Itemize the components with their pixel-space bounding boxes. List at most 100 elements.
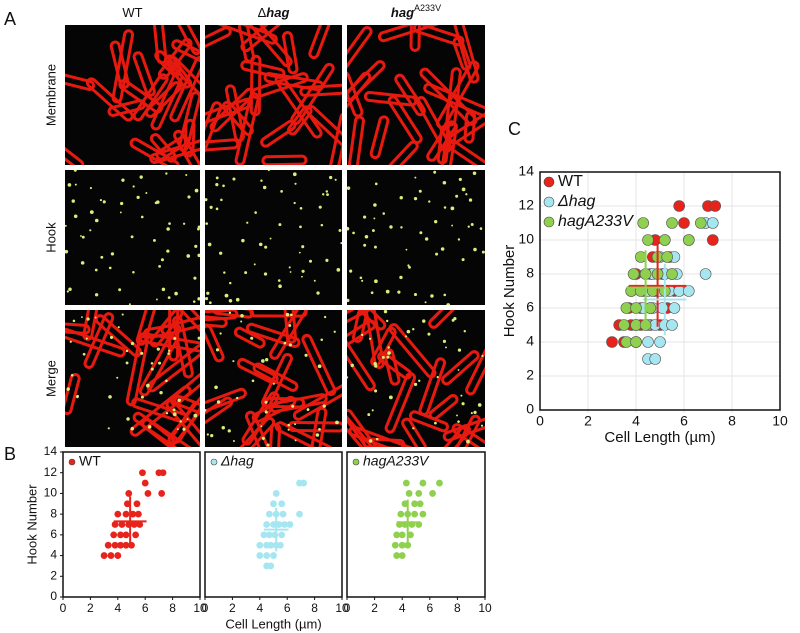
hook-dot	[154, 201, 158, 205]
hook-dot	[435, 252, 439, 256]
hook-dot	[210, 434, 214, 438]
hook-dot	[288, 343, 292, 347]
y-tick-label: 8	[50, 506, 57, 520]
hook-dot	[262, 185, 267, 190]
hook-dot	[102, 200, 106, 204]
hook-dot	[289, 271, 292, 273]
hook-dot	[320, 223, 324, 227]
hook-dot	[121, 178, 125, 182]
hook-dot	[298, 251, 301, 254]
hook-dot	[381, 355, 385, 359]
hook-dot	[125, 361, 129, 365]
column-label-part: A233V	[414, 3, 441, 13]
hook-dot	[65, 224, 67, 227]
point	[122, 510, 130, 518]
hook-dot	[318, 427, 321, 431]
hook-dot	[73, 214, 78, 219]
plot-frame	[539, 171, 781, 411]
hook-dot	[240, 320, 243, 323]
cell	[301, 333, 337, 397]
hook-dot	[453, 316, 457, 321]
hook-dot	[424, 301, 427, 304]
hook-dot	[477, 403, 482, 407]
hook-dot	[433, 170, 437, 174]
point	[111, 521, 119, 528]
hook-dot	[205, 222, 208, 225]
cell	[240, 25, 289, 53]
point	[393, 531, 401, 539]
cell	[65, 72, 96, 91]
hook-dot	[277, 279, 281, 282]
hook-dot	[220, 198, 223, 202]
hook-dot	[152, 238, 156, 242]
x-tick-label: 8	[169, 601, 176, 615]
hook-dot	[334, 178, 337, 181]
panel-label: A	[4, 9, 16, 29]
hook-dot	[350, 363, 354, 368]
hook-dot	[306, 408, 310, 411]
hook-dot	[318, 205, 322, 209]
hook-dot	[304, 353, 308, 357]
image-bg	[347, 170, 485, 305]
x-tick-label: 4	[632, 413, 640, 429]
point	[265, 510, 273, 518]
point	[279, 510, 287, 518]
hook-dot	[370, 291, 374, 295]
hook-dot	[278, 223, 282, 227]
hook-dot	[315, 433, 320, 437]
hook-dot	[160, 258, 164, 262]
point	[436, 479, 443, 487]
row-label: Merge	[43, 360, 58, 397]
hook-dot	[481, 354, 484, 357]
legend-swatch	[543, 176, 555, 188]
hook-dot	[193, 276, 197, 280]
cell	[240, 59, 286, 79]
x-tick-label: 0	[60, 601, 67, 615]
hook-dot	[207, 242, 212, 247]
hook-dot	[253, 263, 256, 266]
cell	[287, 105, 313, 136]
hook-dot	[267, 170, 270, 172]
hook-dot	[427, 332, 431, 336]
cell	[65, 372, 81, 416]
cell	[428, 394, 459, 421]
image-content	[347, 25, 485, 165]
hook-dot	[461, 402, 465, 406]
hook-dot	[325, 258, 329, 262]
hook-dot	[352, 231, 355, 235]
image-content	[205, 170, 342, 305]
legend-swatch	[68, 458, 76, 466]
cell	[155, 135, 190, 161]
hook-dot	[241, 238, 245, 243]
hook-dot	[244, 271, 248, 275]
hook-dot	[197, 297, 200, 301]
hook-dot	[167, 296, 171, 300]
y-tick-label: 0	[50, 589, 57, 603]
point	[666, 268, 678, 280]
point	[275, 521, 283, 528]
hook-dot	[261, 436, 265, 440]
hook-dot	[260, 179, 263, 182]
hook-dot	[214, 385, 218, 390]
hook-dot	[442, 339, 447, 343]
hook-dot	[406, 329, 411, 334]
micrograph	[205, 310, 342, 447]
hook-dot	[430, 294, 434, 298]
hook-dot	[126, 417, 130, 421]
cell	[347, 409, 383, 447]
hook-dot	[89, 186, 93, 190]
plot-frame	[204, 451, 343, 598]
hook-dot	[323, 315, 327, 319]
point	[709, 200, 722, 212]
point	[666, 217, 678, 229]
hook-dot	[347, 376, 349, 379]
hook-dot	[250, 336, 254, 340]
point	[411, 510, 419, 518]
hook-dot	[462, 259, 464, 262]
column-label-part: Δ	[258, 5, 267, 20]
point	[416, 500, 424, 508]
x-tick-label: 8	[454, 601, 461, 615]
x-tick-label: 8	[728, 413, 736, 429]
point	[117, 541, 124, 549]
hook-dot	[399, 195, 403, 200]
